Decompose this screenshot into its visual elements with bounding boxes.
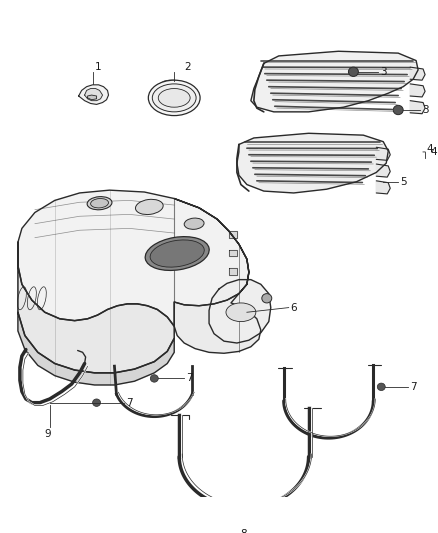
Polygon shape: [237, 133, 388, 193]
Ellipse shape: [145, 237, 209, 270]
Ellipse shape: [148, 80, 200, 116]
Text: 2: 2: [184, 62, 191, 72]
Polygon shape: [376, 181, 390, 194]
Circle shape: [348, 67, 358, 76]
Ellipse shape: [184, 218, 204, 229]
Polygon shape: [251, 51, 418, 112]
Text: 6: 6: [291, 303, 297, 312]
Polygon shape: [229, 269, 237, 275]
Text: 5: 5: [400, 177, 407, 187]
Text: 7: 7: [410, 382, 417, 392]
Text: 3: 3: [380, 67, 387, 77]
Text: 7: 7: [186, 374, 193, 383]
Polygon shape: [209, 280, 271, 343]
Ellipse shape: [152, 84, 196, 112]
Ellipse shape: [226, 303, 256, 321]
Ellipse shape: [91, 198, 109, 208]
Polygon shape: [229, 250, 237, 256]
Circle shape: [262, 294, 272, 303]
Circle shape: [393, 106, 403, 115]
Polygon shape: [376, 164, 390, 177]
Circle shape: [150, 375, 158, 382]
Text: 3: 3: [422, 105, 429, 115]
Polygon shape: [18, 312, 174, 385]
Circle shape: [377, 383, 385, 391]
Text: 8: 8: [240, 529, 247, 533]
Text: 4: 4: [426, 144, 433, 154]
Text: 7: 7: [127, 398, 133, 408]
Polygon shape: [410, 101, 425, 114]
Polygon shape: [410, 84, 425, 97]
Text: 9: 9: [45, 429, 51, 439]
Polygon shape: [410, 67, 425, 80]
Ellipse shape: [87, 197, 112, 210]
Text: 1: 1: [95, 62, 101, 72]
Ellipse shape: [135, 199, 163, 215]
Polygon shape: [174, 198, 261, 353]
Polygon shape: [229, 231, 237, 238]
Polygon shape: [18, 243, 174, 373]
Text: 4: 4: [430, 147, 437, 157]
Ellipse shape: [158, 88, 190, 107]
Ellipse shape: [150, 240, 204, 267]
Polygon shape: [88, 95, 96, 100]
Polygon shape: [376, 147, 390, 160]
Polygon shape: [85, 88, 102, 101]
Circle shape: [92, 399, 101, 406]
Polygon shape: [18, 190, 249, 326]
Polygon shape: [79, 85, 109, 104]
